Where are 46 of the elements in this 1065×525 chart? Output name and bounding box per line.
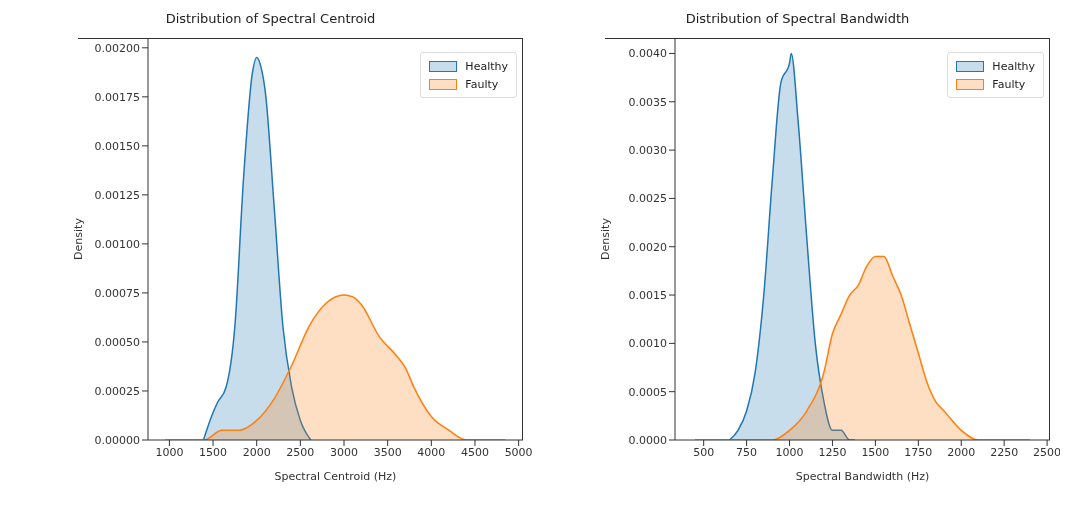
chart-title: Distribution of Spectral Centroid	[164, 10, 377, 28]
y-axis-title: Density	[598, 217, 612, 260]
x-tick-label: 3500	[373, 445, 402, 459]
x-axis-title: Spectral Centroid (Hz)	[274, 470, 397, 483]
chart-title: Distribution of Spectral Bandwidth	[684, 10, 911, 28]
y-tick-label: 0.00175	[94, 90, 140, 104]
y-tick-label: 0.0000	[628, 433, 667, 447]
y-tick-label: 0.00025	[94, 384, 140, 398]
y-tick-label: 0.00100	[94, 237, 140, 251]
y-tick-label: 0.00075	[94, 286, 140, 300]
y-tick-label: 0.0040	[628, 47, 667, 61]
y-tick-label: 0.00200	[94, 41, 140, 55]
y-tick-label: 0.0010	[628, 337, 667, 351]
legend-label: Faulty	[465, 77, 499, 91]
y-tick-label: 0.0020	[628, 240, 667, 254]
y-axis-title: Density	[71, 217, 85, 260]
y-tick-label: 0.00150	[94, 139, 140, 153]
legend-label: Healthy	[465, 59, 508, 73]
x-tick-label: 1000	[775, 445, 804, 459]
x-tick-label: 1750	[904, 445, 933, 459]
y-tick-label: 0.00125	[94, 188, 140, 202]
x-tick-label: 500	[693, 445, 715, 459]
legend-label: Faulty	[992, 77, 1026, 91]
x-tick-label: 2500	[1033, 445, 1062, 459]
y-tick-label: 0.0030	[628, 144, 667, 157]
x-tick-label: 2250	[990, 445, 1019, 459]
x-tick-label: 1500	[199, 445, 228, 459]
x-axis-title: Spectral Bandwidth (Hz)	[795, 470, 930, 483]
x-tick-label: 1000	[155, 445, 184, 459]
x-tick-label: 1250	[818, 445, 847, 459]
x-tick-label: 5000	[504, 445, 533, 459]
x-tick-label: 750	[736, 445, 758, 459]
x-tick-label: 2000	[242, 445, 271, 459]
x-tick-label: 2000	[947, 445, 976, 459]
y-tick-label: 0.0035	[628, 95, 667, 109]
y-tick-label: 0.00000	[94, 433, 140, 447]
x-tick-label: 4000	[417, 445, 446, 459]
y-tick-label: 0.0025	[628, 192, 667, 206]
legend-label: Healthy	[992, 59, 1035, 73]
x-tick-label: 3000	[330, 445, 359, 459]
x-tick-label: 1500	[861, 445, 890, 459]
y-tick-label: 0.0015	[628, 288, 667, 302]
x-tick-label: 2500	[286, 445, 315, 459]
y-tick-label: 0.00050	[94, 335, 140, 349]
x-tick-label: 4500	[460, 445, 489, 459]
y-tick-label: 0.0005	[628, 385, 667, 399]
